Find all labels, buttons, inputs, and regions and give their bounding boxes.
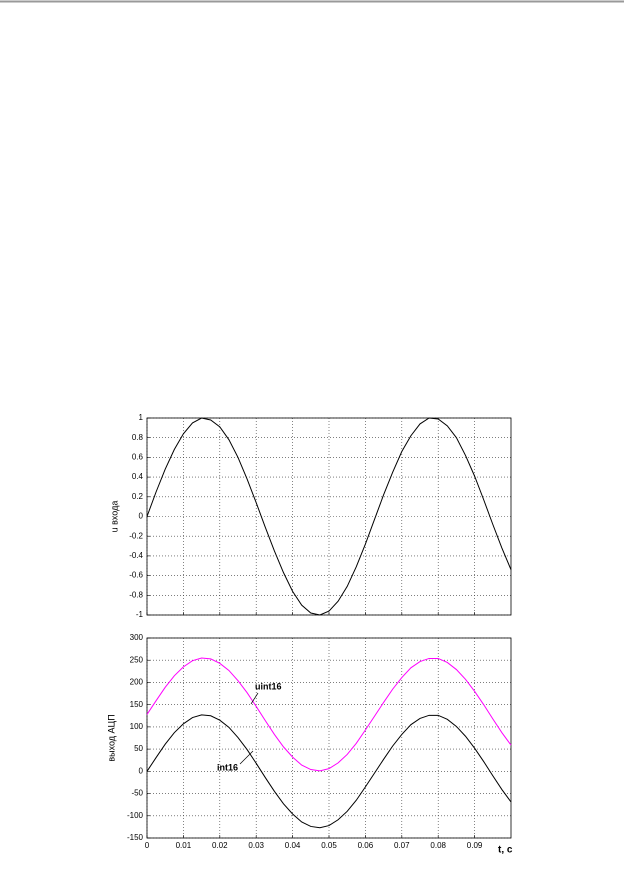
y-axis-label: выход АЦП: [106, 714, 116, 761]
y-tick-label: -0.8: [129, 590, 143, 599]
x-tick-label: 0.07: [394, 841, 410, 850]
y-tick-label: -50: [131, 789, 143, 798]
y-tick-label: -0.4: [129, 551, 143, 560]
y-tick-label: -0.6: [129, 571, 143, 580]
y-tick-label: 250: [130, 655, 144, 664]
y-tick-label: 0: [139, 766, 144, 775]
y-axis-label: u входа: [109, 501, 119, 533]
y-tick-label: 100: [130, 722, 144, 731]
annotation-arrow: [239, 750, 254, 765]
x-axis-label: t, c: [498, 845, 513, 856]
y-tick-label: -150: [127, 833, 144, 842]
x-tick-label: 0.03: [248, 841, 264, 850]
axes-frame: [146, 637, 512, 839]
x-tick-label: 0: [145, 841, 150, 850]
series-line: [146, 657, 512, 772]
y-tick-label: 150: [130, 700, 144, 709]
y-tick-label: 0.6: [132, 453, 144, 462]
series-label: uint16: [255, 681, 282, 691]
y-tick-label: 1: [139, 413, 144, 422]
x-tick-label: 0.05: [321, 841, 337, 850]
y-tick-label: 50: [134, 744, 143, 753]
y-tick-label: -100: [127, 811, 144, 820]
y-tick-label: -1: [136, 610, 144, 619]
x-tick-label: 0.04: [285, 841, 301, 850]
y-tick-label: 0.4: [132, 472, 144, 481]
y-tick-label: 0.8: [132, 433, 144, 442]
y-tick-label: 300: [130, 633, 144, 642]
y-tick-label: -0.2: [129, 531, 143, 540]
x-tick-label: 0.01: [176, 841, 192, 850]
annotation-arrow: [250, 692, 259, 705]
x-tick-label: 0.08: [430, 841, 446, 850]
series-line: [146, 714, 512, 829]
y-tick-label: 0.2: [132, 492, 144, 501]
y-tick-label: 200: [130, 678, 144, 687]
x-tick-label: 0.09: [467, 841, 483, 850]
series-label: int16: [217, 762, 238, 772]
x-tick-label: 0.06: [358, 841, 374, 850]
series-line: [146, 417, 512, 616]
x-tick-label: 0.02: [212, 841, 228, 850]
y-tick-label: 0: [139, 512, 144, 521]
